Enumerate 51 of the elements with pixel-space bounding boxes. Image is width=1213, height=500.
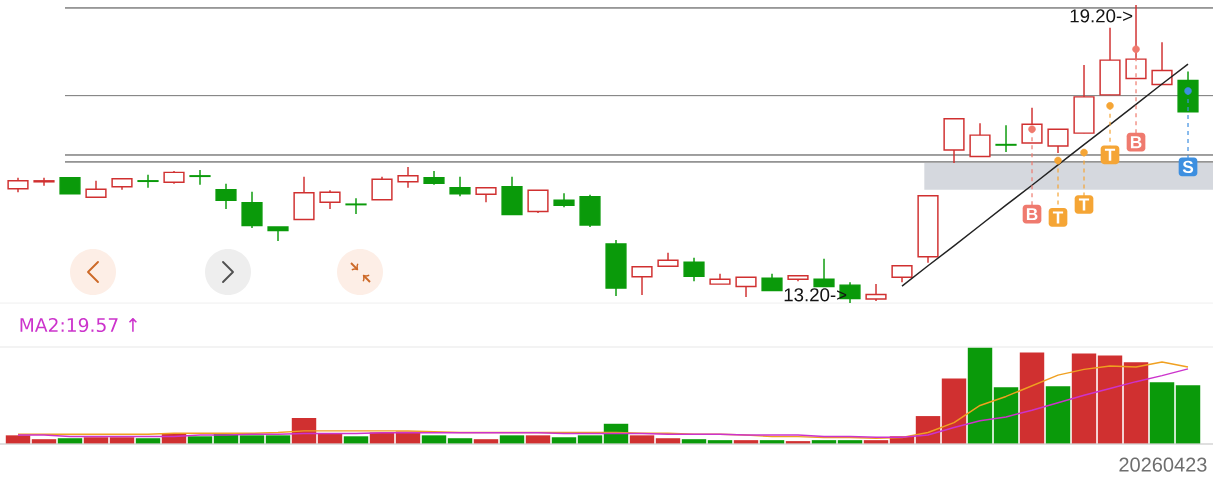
bar: [1175, 385, 1201, 444]
data-label: T: [1052, 211, 1064, 224]
bar: [629, 435, 655, 444]
bar: [967, 347, 993, 444]
bar: [525, 435, 551, 444]
candlestick: [631, 266, 653, 296]
candlestick: [813, 258, 835, 288]
annotation: 19.20->: [1070, 9, 1133, 23]
point: [1132, 45, 1140, 53]
bar: [1149, 382, 1175, 444]
text: MA2:19.57 ↑: [20, 317, 137, 333]
bar: [499, 435, 525, 444]
candlestick: [319, 189, 341, 210]
data-label: S: [1182, 160, 1194, 174]
point: [1054, 156, 1062, 165]
candlestick: [1047, 128, 1069, 154]
point: [1106, 102, 1114, 110]
data-label: B: [1130, 136, 1142, 149]
candlestick: [371, 176, 393, 201]
bar: [265, 435, 291, 444]
data-label: T: [1078, 198, 1090, 211]
bar: [1045, 386, 1071, 444]
bar: [1123, 362, 1149, 444]
point: [1080, 148, 1088, 157]
candlestick: [683, 257, 705, 282]
candlestick: [241, 191, 263, 229]
candlestick: [1151, 41, 1173, 86]
bar: [421, 435, 447, 444]
data-label: T: [1104, 148, 1116, 161]
text: 20260423: [1119, 457, 1207, 472]
bar: [993, 387, 1019, 444]
candlestick: [215, 183, 237, 210]
candlestick: [995, 124, 1017, 153]
candlestick: [527, 189, 549, 214]
candlestick: [189, 169, 211, 186]
candlestick: [267, 226, 289, 242]
bar: [1019, 352, 1045, 444]
candlestick: [397, 166, 419, 189]
data-label: B: [1026, 208, 1038, 221]
bar: [1097, 355, 1123, 444]
candlestick: [969, 122, 991, 158]
bar: [941, 378, 967, 444]
bar: [577, 435, 603, 444]
point: [1028, 125, 1036, 133]
point: [1184, 87, 1192, 95]
bar: [239, 435, 265, 444]
candlestick: [449, 176, 471, 197]
candlestick: [137, 174, 159, 189]
candlestick: [735, 276, 757, 298]
bar: [1071, 353, 1097, 444]
candlestick: [345, 197, 367, 215]
